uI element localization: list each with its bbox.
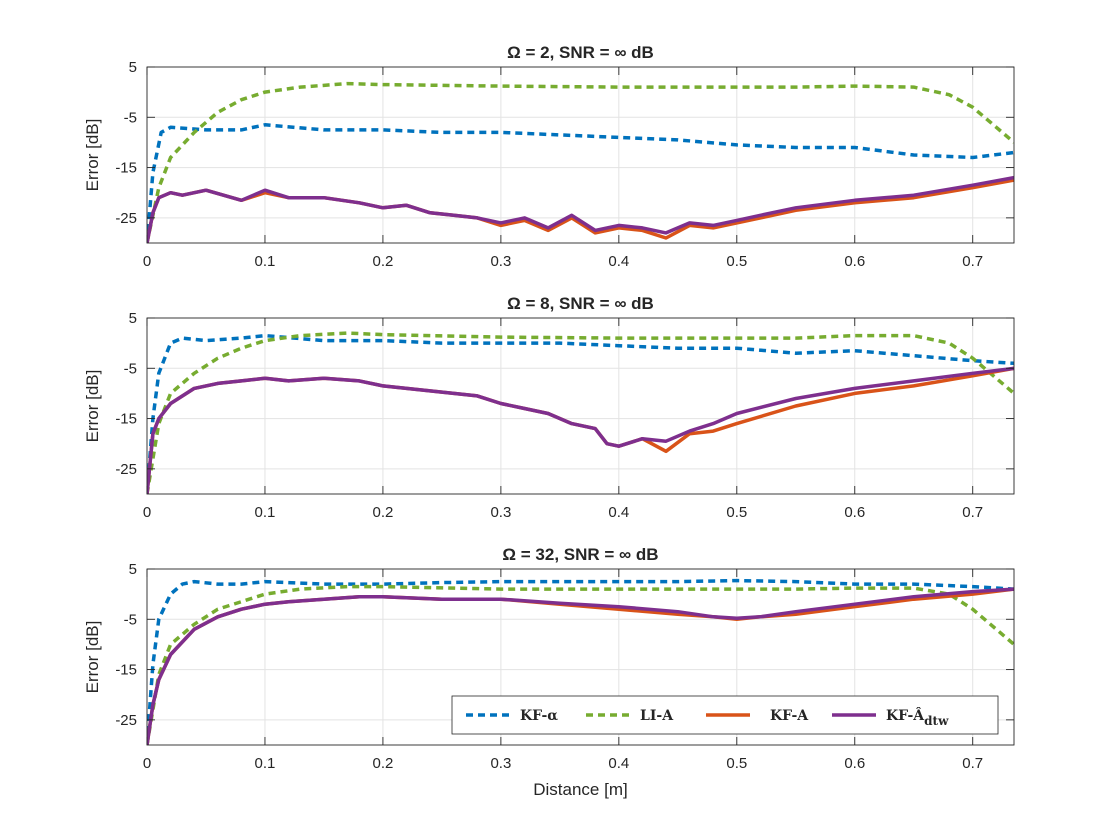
subplot-2-ytick-label-5: 5 — [129, 310, 137, 327]
legend-entry-li-a: LI-A — [586, 708, 674, 724]
subplot-1-xtick-label-0: 0 — [143, 253, 151, 270]
subplot-1-series-kf-a-dtw — [147, 175, 1014, 243]
legend-label-kf-a-dtw: KF-Âdtw — [886, 706, 949, 728]
subplot-2-xtick-label-0-2: 0.2 — [372, 504, 393, 521]
subplot-1: 0 0.1 0.2 0.3 0.4 0.5 0.6 0.7 5 -5 -15 -25 Ω = 2, SN… — [83, 43, 1015, 270]
legend-entry-kf-alpha: KF-α — [466, 708, 558, 724]
subplot-2-ytick-label-25: -25 — [115, 461, 137, 478]
subplot-2-series-kf-alpha — [147, 333, 1014, 494]
subplot-2-xtick-label-0: 0 — [143, 504, 151, 521]
subplot-2-xtick-label-0-7: 0.7 — [962, 504, 983, 521]
legend-label-kf-a-dtw-sub: dtw — [924, 714, 949, 728]
subplot-2-xtick-label-0-1: 0.1 — [255, 504, 276, 521]
subplot-1-xtick-label-0-5: 0.5 — [726, 253, 747, 270]
subplot-3-ytick-label-5: 5 — [129, 561, 137, 578]
subplot-3-xlabel: Distance [m] — [533, 780, 627, 799]
subplot-3: 0 0.1 0.2 0.3 0.4 0.5 0.6 0.7 5 -5 -15 -25 Ω = 32, S… — [83, 545, 1015, 799]
subplot-2-xtick-label-0-5: 0.5 — [726, 504, 747, 521]
subplot-3-axes-box — [146, 568, 1015, 746]
legend-label-kf-alpha: KF-α — [520, 708, 558, 724]
subplot-3-xtick-label-0-7: 0.7 — [962, 755, 983, 772]
subplot-2: 0 0.1 0.2 0.3 0.4 0.5 0.6 0.7 5 -5 -15 -25 Ω = 8, SN… — [83, 294, 1015, 521]
subplot-2-xtick-label-0-4: 0.4 — [608, 504, 629, 521]
subplot-3-xtick-label-0-6: 0.6 — [844, 755, 865, 772]
subplot-2-plot-area — [147, 331, 1014, 494]
subplot-2-ylabel: Error [dB] — [83, 370, 102, 443]
subplot-2-ytick-label-15: -15 — [115, 411, 137, 428]
subplot-1-plot-area — [147, 81, 1014, 243]
subplot-1-xtick-label-0-4: 0.4 — [608, 253, 629, 270]
subplot-1-ytick-label-5: -5 — [124, 109, 137, 126]
subplot-3-xtick-label-0-1: 0.1 — [255, 755, 276, 772]
subplot-1-xtick-label-0-1: 0.1 — [255, 253, 276, 270]
subplot-3-ylabel: Error [dB] — [83, 621, 102, 694]
subplot-2-axes-box — [146, 317, 1015, 495]
subplot-3-series-kf-a-dtw — [147, 587, 1014, 745]
subplot-1-series-kf-a — [147, 178, 1014, 243]
subplot-3-xtick-label-0-5: 0.5 — [726, 755, 747, 772]
subplot-2-series-kf-a-dtw — [147, 366, 1014, 494]
subplot-3-xtick-label-0: 0 — [143, 755, 151, 772]
subplot-3-title: Ω = 32, SNR = ∞ dB — [502, 545, 658, 564]
subplot-1-title: Ω = 2, SNR = ∞ dB — [507, 43, 654, 62]
legend-entry-kf-a-dtw: KF-Âdtw — [832, 706, 949, 728]
subplot-1-xtick-label-0-3: 0.3 — [490, 253, 511, 270]
subplot-1-ylabel: Error [dB] — [83, 119, 102, 192]
legend-entry-kf-a: KF-A — [706, 708, 809, 724]
subplot-3-series-kf-alpha — [147, 578, 1014, 745]
subplot-3-ytick-label-15: -15 — [115, 662, 137, 679]
legend-label-kf-a: KF-A — [770, 708, 809, 724]
subplot-2-series-li-a — [147, 331, 1014, 494]
subplot-1-xtick-label-0-2: 0.2 — [372, 253, 393, 270]
subplot-2-xtick-label-0-6: 0.6 — [844, 504, 865, 521]
subplot-1-ytick-label-25: -25 — [115, 210, 137, 227]
legend-label-li-a: LI-A — [640, 708, 674, 724]
subplot-3-xtick-label-0-3: 0.3 — [490, 755, 511, 772]
subplot-2-series-kf-a — [147, 366, 1014, 494]
subplot-1-xtick-label-0-6: 0.6 — [844, 253, 865, 270]
subplot-2-title: Ω = 8, SNR = ∞ dB — [507, 294, 654, 313]
legend: KF-α LI-A KF-A KF-Âdtw — [451, 695, 999, 735]
subplot-1-ytick-label-5: 5 — [129, 59, 137, 76]
subplot-1-series-kf-alpha — [147, 123, 1014, 243]
subplot-1-xtick-label-0-7: 0.7 — [962, 253, 983, 270]
legend-label-kf-a-dtw-main: KF-Â — [886, 706, 925, 724]
subplot-3-xtick-label-0-4: 0.4 — [608, 755, 629, 772]
subplot-1-ytick-label-15: -15 — [115, 160, 137, 177]
subplot-2-ytick-label-5: -5 — [124, 360, 137, 377]
subplot-2-xtick-label-0-3: 0.3 — [490, 504, 511, 521]
subplot-3-ytick-label-25: -25 — [115, 712, 137, 729]
subplot-3-xtick-label-0-2: 0.2 — [372, 755, 393, 772]
subplot-1-axes-box — [146, 66, 1015, 244]
subplot-3-plot-area — [147, 578, 1014, 745]
subplot-3-ytick-label-5: -5 — [124, 611, 137, 628]
